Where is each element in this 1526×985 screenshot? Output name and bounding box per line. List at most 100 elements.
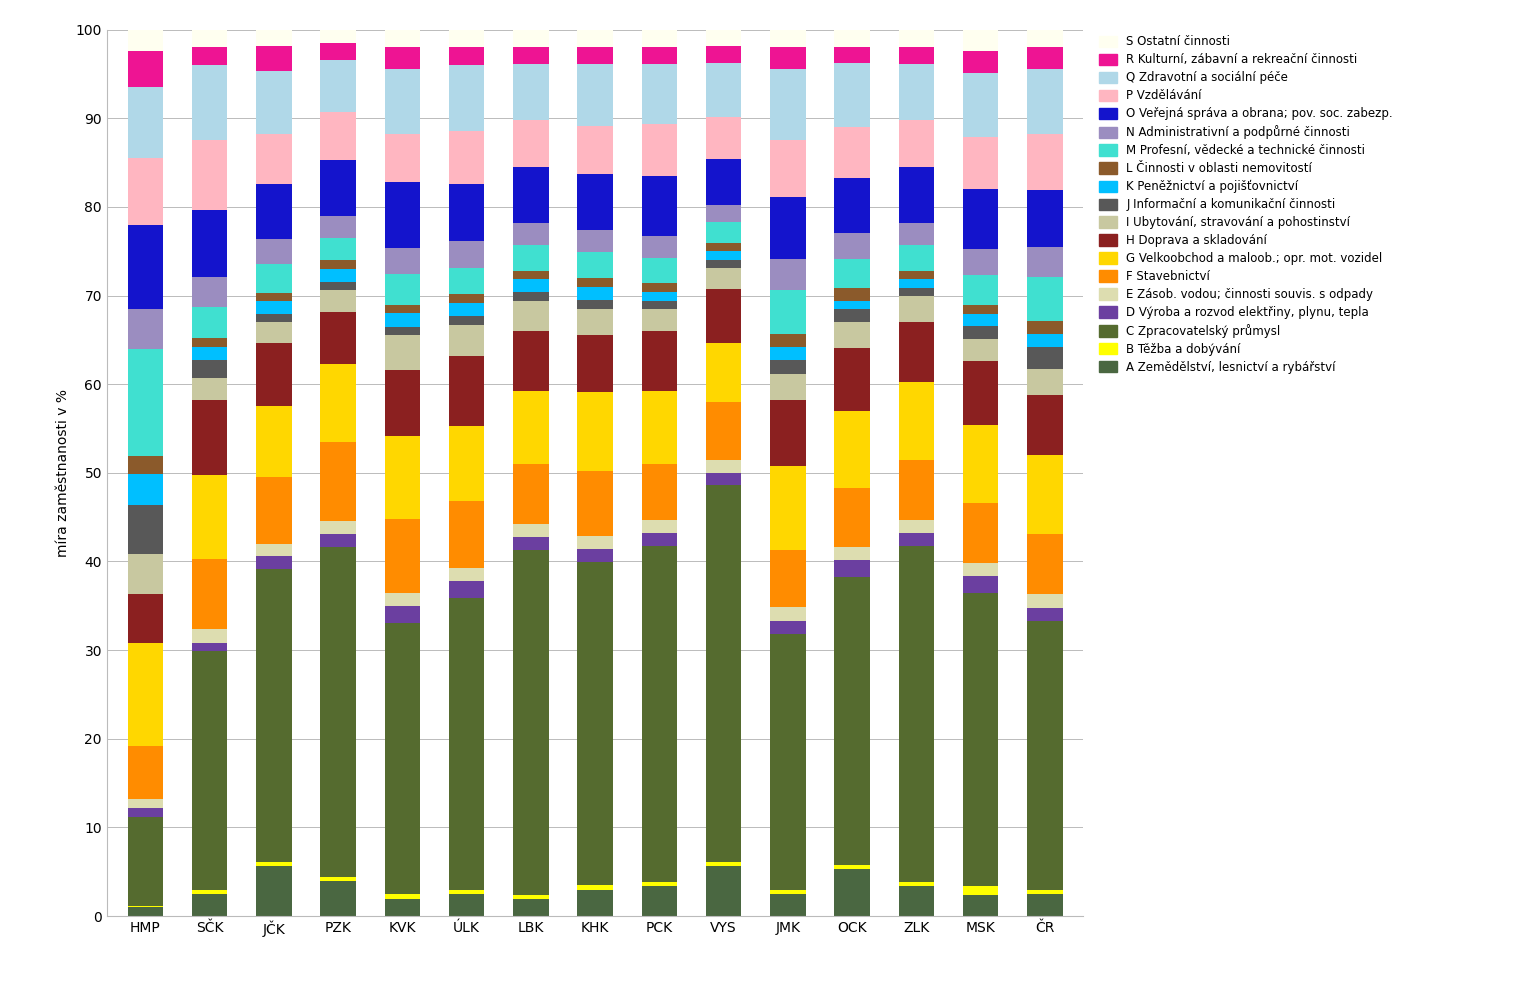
Bar xyxy=(192,140,227,211)
Bar xyxy=(385,182,420,248)
Bar xyxy=(449,295,484,303)
Bar xyxy=(385,304,420,313)
Bar xyxy=(577,173,613,230)
Bar xyxy=(385,370,420,435)
Bar xyxy=(707,862,742,866)
Bar xyxy=(835,46,870,63)
Bar xyxy=(192,65,227,140)
Bar xyxy=(385,335,420,370)
Bar xyxy=(577,392,613,471)
Bar xyxy=(256,184,291,238)
Bar xyxy=(449,356,484,427)
Bar xyxy=(835,259,870,289)
Bar xyxy=(256,134,291,184)
Bar xyxy=(385,898,420,916)
Bar xyxy=(577,550,613,562)
Bar xyxy=(320,534,356,547)
Bar xyxy=(1027,334,1062,347)
Bar xyxy=(771,30,806,47)
Bar xyxy=(577,300,613,309)
Bar xyxy=(192,338,227,347)
Bar xyxy=(320,269,356,282)
Bar xyxy=(128,746,163,800)
Bar xyxy=(963,894,998,916)
Bar xyxy=(128,907,163,916)
Bar xyxy=(449,316,484,325)
Bar xyxy=(385,134,420,182)
Bar xyxy=(256,314,291,322)
Bar xyxy=(642,236,678,258)
Bar xyxy=(320,882,356,916)
Bar xyxy=(642,176,678,236)
Bar xyxy=(835,870,870,916)
Bar xyxy=(835,30,870,46)
Bar xyxy=(513,271,548,279)
Bar xyxy=(385,274,420,304)
Bar xyxy=(192,651,227,889)
Bar xyxy=(513,524,548,538)
Bar xyxy=(385,30,420,47)
Bar xyxy=(128,51,163,87)
Bar xyxy=(835,301,870,309)
Bar xyxy=(192,361,227,378)
Bar xyxy=(192,47,227,65)
Bar xyxy=(642,882,678,886)
Bar xyxy=(128,456,163,474)
Bar xyxy=(513,293,548,300)
Bar xyxy=(192,400,227,475)
Bar xyxy=(256,477,291,544)
Bar xyxy=(256,343,291,406)
Bar xyxy=(449,241,484,268)
Bar xyxy=(899,46,934,64)
Bar xyxy=(642,520,678,533)
Bar xyxy=(899,120,934,167)
Bar xyxy=(899,296,934,322)
Bar xyxy=(577,562,613,886)
Bar xyxy=(192,30,227,47)
Bar xyxy=(320,217,356,238)
Bar xyxy=(835,289,870,301)
Bar xyxy=(835,322,870,348)
Bar xyxy=(449,427,484,501)
Bar xyxy=(771,608,806,621)
Bar xyxy=(192,894,227,916)
Bar xyxy=(1027,455,1062,534)
Bar xyxy=(963,137,998,189)
Bar xyxy=(1027,347,1062,368)
Bar xyxy=(707,63,742,117)
Bar xyxy=(771,140,806,197)
Bar xyxy=(963,563,998,576)
Bar xyxy=(256,544,291,557)
Bar xyxy=(835,547,870,559)
Bar xyxy=(256,46,291,71)
Bar xyxy=(513,279,548,293)
Bar xyxy=(1027,30,1062,47)
Bar xyxy=(707,117,742,160)
Bar xyxy=(449,65,484,131)
Bar xyxy=(128,643,163,746)
Bar xyxy=(256,301,291,314)
Bar xyxy=(642,64,678,124)
Bar xyxy=(963,189,998,249)
Bar xyxy=(577,279,613,288)
Bar xyxy=(320,260,356,269)
Bar xyxy=(835,233,870,259)
Bar xyxy=(1027,47,1062,69)
Bar xyxy=(385,69,420,134)
Bar xyxy=(449,131,484,184)
Bar xyxy=(642,391,678,464)
Bar xyxy=(642,30,678,46)
Bar xyxy=(899,382,934,460)
Bar xyxy=(513,46,548,64)
Bar xyxy=(449,599,484,889)
Bar xyxy=(128,809,163,818)
Bar xyxy=(899,224,934,244)
Bar xyxy=(1027,277,1062,321)
Bar xyxy=(320,312,356,364)
Bar xyxy=(320,291,356,312)
Bar xyxy=(707,268,742,289)
Bar xyxy=(1027,608,1062,621)
Bar xyxy=(707,222,742,243)
Bar xyxy=(320,60,356,112)
Bar xyxy=(642,124,678,176)
